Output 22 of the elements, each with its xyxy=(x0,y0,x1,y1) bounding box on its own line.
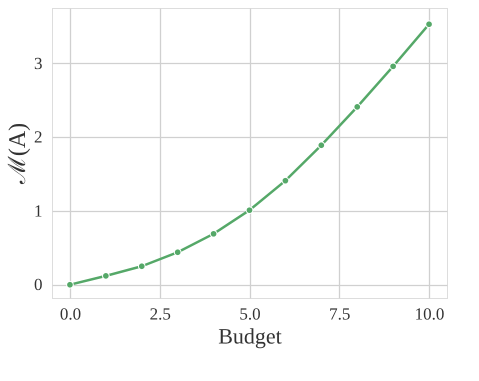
point xyxy=(66,280,74,289)
y-tick-label: 2 xyxy=(34,128,42,147)
point xyxy=(138,262,146,270)
x-tick-label: 5.0 xyxy=(239,304,261,324)
point xyxy=(353,103,362,111)
point xyxy=(174,248,182,256)
x-axis-title: Budget xyxy=(218,324,282,348)
x-tick-label: 10.0 xyxy=(414,304,444,324)
point xyxy=(425,20,433,28)
x-tick-label: 0.0 xyxy=(60,304,82,324)
point xyxy=(210,230,218,238)
y-tick-label: 3 xyxy=(34,54,42,73)
point xyxy=(102,272,110,280)
x-tick-label: 7.5 xyxy=(329,304,350,324)
y-tick-label: 1 xyxy=(34,201,42,220)
y-axis-title: ℳ(A) xyxy=(5,122,31,186)
point xyxy=(282,176,290,185)
point xyxy=(317,141,326,150)
point xyxy=(389,62,397,70)
point xyxy=(246,206,254,214)
x-tick-label: 2.5 xyxy=(150,304,171,324)
y-tick-label: 0 xyxy=(34,275,42,294)
